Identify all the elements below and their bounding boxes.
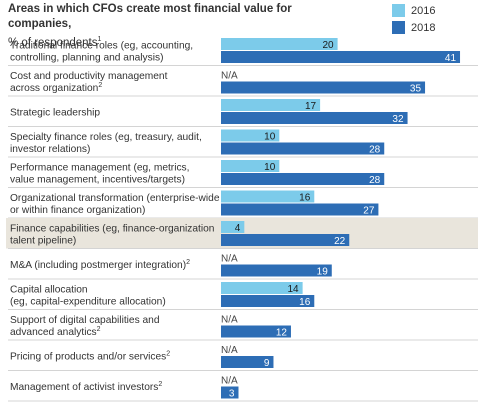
category-label: M&A (including postmerger integration)2 [10, 259, 190, 271]
value-label-2018: 3 [229, 389, 235, 400]
category-label: value management, incentives/targets) [10, 174, 185, 185]
na-label-2016: N/A [221, 254, 238, 265]
category-footnote: 2 [98, 82, 102, 89]
bar-2018 [221, 51, 461, 63]
legend-item-2016: 2016 [392, 2, 435, 19]
bar-2018 [221, 173, 385, 185]
category-label: advanced analytics2 [10, 326, 101, 338]
category-label: Performance management (eg, metrics, [10, 162, 190, 173]
category-label: Capital allocation [10, 284, 88, 295]
category-footnote: 2 [186, 259, 190, 266]
legend-label-2016: 2016 [411, 4, 436, 17]
value-label-2018: 12 [276, 328, 288, 339]
category-label: Traditional finance roles (eg, accountin… [10, 40, 193, 51]
value-label-2018: 9 [264, 358, 270, 369]
value-label-2016: 10 [264, 132, 276, 143]
bar-2018 [221, 295, 315, 307]
na-label-2016: N/A [221, 376, 238, 387]
chart-subtitle: % of respondents [8, 36, 98, 49]
category-label: or within finance organization) [10, 205, 145, 216]
subtitle-footnote: 1 [97, 36, 102, 43]
bar-2018 [221, 356, 274, 368]
value-label-2016: 10 [264, 162, 276, 173]
category-label: talent pipeline) [10, 235, 76, 246]
value-label-2018: 16 [299, 297, 311, 308]
category-label: Specialty finance roles (eg, treasury, a… [10, 132, 202, 143]
bar-2018 [221, 142, 385, 155]
category-label: Support of digital capabilities and [10, 315, 160, 326]
value-label-2018: 41 [445, 53, 457, 64]
category-label: Strategic leadership [10, 107, 100, 118]
category-label: across organization2 [10, 82, 102, 94]
bar-2016 [221, 38, 338, 50]
value-label-2016: 16 [299, 193, 311, 204]
category-label: investor relations) [10, 144, 90, 155]
bar-2018 [221, 234, 350, 246]
bar-2016 [221, 282, 303, 294]
legend: 2016 2018 [392, 2, 435, 36]
value-label-2016: 4 [235, 223, 241, 234]
category-label: Management of activist investors2 [10, 381, 162, 393]
bar-2018 [221, 203, 379, 216]
bar-2018 [221, 325, 291, 338]
legend-swatch-2016 [392, 4, 405, 17]
bar-2018 [221, 264, 332, 277]
category-label: Cost and productivity management [10, 71, 168, 82]
value-label-2018: 28 [369, 145, 381, 156]
value-label-2018: 27 [363, 206, 375, 217]
bar-2016 [221, 190, 315, 203]
bar-2016 [221, 99, 321, 111]
bar-2016 [221, 129, 280, 142]
na-label-2016: N/A [221, 315, 238, 326]
value-label-2018: 28 [369, 175, 381, 186]
na-label-2016: N/A [221, 71, 238, 82]
category-footnote: 2 [97, 326, 101, 333]
value-label-2018: 19 [317, 267, 329, 278]
bar-2018 [221, 386, 239, 399]
value-label-2016: 20 [322, 40, 334, 51]
category-footnote: 2 [158, 381, 162, 388]
value-label-2018: 35 [410, 84, 422, 95]
legend-label-2018: 2018 [411, 21, 436, 34]
legend-swatch-2018 [392, 21, 405, 34]
bar-2016 [221, 160, 280, 172]
value-label-2016: 14 [287, 284, 299, 295]
category-label: controlling, planning and analysis) [10, 52, 163, 63]
na-label-2016: N/A [221, 345, 238, 356]
bar-2018 [221, 112, 408, 124]
category-label: Pricing of products and/or services2 [10, 350, 170, 362]
category-label: Organizational transformation (enterpris… [10, 193, 220, 204]
category-footnote: 2 [166, 350, 170, 357]
category-label: Finance capabilities (eg, finance-organi… [10, 223, 214, 234]
value-label-2018: 22 [334, 236, 346, 247]
chart-title: Areas in which CFOs create most financia… [8, 3, 292, 30]
bar-2018 [221, 81, 426, 94]
value-label-2016: 17 [305, 101, 317, 112]
legend-item-2018: 2018 [392, 19, 435, 36]
bar-2016 [221, 221, 245, 233]
category-label: (eg, capital-expenditure allocation) [10, 296, 166, 307]
value-label-2018: 32 [392, 114, 404, 125]
chart-title-block: Areas in which CFOs create most financia… [8, 2, 348, 51]
